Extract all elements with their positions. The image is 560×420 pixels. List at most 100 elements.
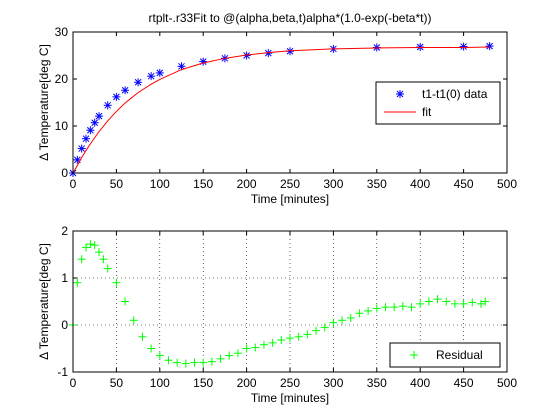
data-point — [164, 356, 173, 365]
data-point — [338, 316, 347, 325]
x-tick-label: 250 — [280, 376, 300, 390]
x-tick-label: 150 — [193, 177, 213, 191]
data-point — [233, 349, 242, 358]
data-point — [481, 297, 490, 306]
data-point — [329, 318, 338, 327]
x-tick-label: 50 — [110, 177, 124, 191]
data-point — [355, 309, 364, 318]
y-tick-label: -1 — [57, 365, 68, 379]
data-point — [398, 302, 407, 311]
x-axis-label: Time [minutes] — [251, 192, 329, 206]
x-tick-label: 350 — [367, 376, 387, 390]
legend-swatch — [396, 90, 404, 98]
x-tick-label: 400 — [410, 376, 430, 390]
data-point — [155, 351, 164, 360]
data-point — [121, 297, 130, 306]
data-point — [459, 42, 468, 51]
x-tick-label: 450 — [454, 177, 474, 191]
data-point-d2 — [134, 78, 142, 86]
data-point — [303, 330, 312, 339]
series-residual — [69, 240, 490, 368]
axes-frame — [72, 230, 508, 373]
series-line — [72, 46, 490, 174]
data-point — [121, 86, 130, 95]
data-point — [450, 299, 459, 308]
y-axis-label: Δ Temperature[deg C] — [37, 243, 51, 360]
data-point-d2 — [121, 86, 129, 94]
data-point-d2 — [87, 126, 94, 134]
data-point — [112, 92, 121, 101]
data-point — [268, 338, 277, 347]
data-point-d2 — [178, 62, 185, 70]
x-tick-label: 300 — [323, 376, 343, 390]
x-tick-label: 400 — [410, 177, 430, 191]
data-point — [73, 278, 82, 287]
data-point — [476, 299, 485, 308]
x-tick-label: 0 — [70, 376, 77, 390]
data-point — [77, 144, 86, 153]
y-tick-label: 30 — [55, 25, 69, 39]
data-point — [190, 358, 199, 367]
data-point — [294, 332, 303, 341]
x-tick-label: 100 — [150, 376, 170, 390]
data-point — [147, 344, 156, 353]
data-point — [173, 358, 182, 367]
y-tick-label: 20 — [55, 72, 69, 86]
data-point-d2 — [73, 156, 81, 164]
x-tick-label: 250 — [280, 177, 300, 191]
data-point — [138, 332, 147, 341]
data-point — [207, 357, 216, 366]
data-point — [103, 264, 112, 273]
legend-box — [389, 342, 501, 368]
data-point — [112, 278, 121, 287]
y-tick-label: 0 — [61, 166, 68, 180]
data-point — [147, 72, 156, 81]
data-point — [407, 303, 416, 312]
x-tick-label: 200 — [237, 376, 257, 390]
y-tick-label: 10 — [55, 119, 69, 133]
legend-label: t1-t1(0) data — [422, 87, 488, 101]
data-point-d2 — [82, 135, 90, 143]
data-point — [242, 344, 251, 353]
data-point-d2 — [113, 93, 120, 101]
x-tick-label: 450 — [454, 376, 474, 390]
data-point — [134, 78, 143, 87]
data-point-d2 — [104, 101, 112, 109]
y-tick-label: 2 — [61, 224, 68, 238]
data-point — [181, 359, 190, 368]
data-point — [77, 255, 86, 264]
data-point — [199, 57, 208, 66]
data-point — [129, 316, 138, 325]
data-point-d2 — [460, 43, 467, 50]
data-point — [95, 248, 104, 257]
data-point — [86, 240, 95, 249]
data-point — [99, 255, 108, 264]
data-point — [442, 297, 451, 306]
data-point — [82, 243, 91, 252]
x-tick-label: 300 — [323, 177, 343, 191]
series-fit — [72, 46, 490, 174]
y-tick-label: 0 — [61, 318, 68, 332]
data-point — [259, 340, 268, 349]
x-tick-label: 100 — [150, 177, 170, 191]
data-point — [381, 303, 390, 312]
data-point-d2 — [486, 42, 493, 50]
data-point-d2 — [91, 119, 99, 127]
data-point — [320, 323, 329, 332]
x-tick-label: 150 — [193, 376, 213, 390]
data-point — [433, 295, 442, 304]
data-point — [312, 326, 321, 335]
x-tick-label: 50 — [110, 376, 124, 390]
data-point-d2 — [156, 69, 164, 77]
x-axis-label: Time [minutes] — [251, 391, 329, 405]
data-point-d2 — [147, 72, 155, 80]
data-point — [416, 299, 425, 308]
x-tick-label: 500 — [497, 177, 517, 191]
data-point — [390, 303, 399, 312]
data-point — [485, 42, 494, 51]
chart-title: rtplt-.r33Fit to @(alpha,beta,t)alpha*(1… — [149, 11, 432, 25]
data-point — [424, 297, 433, 306]
x-tick-label: 0 — [70, 177, 77, 191]
